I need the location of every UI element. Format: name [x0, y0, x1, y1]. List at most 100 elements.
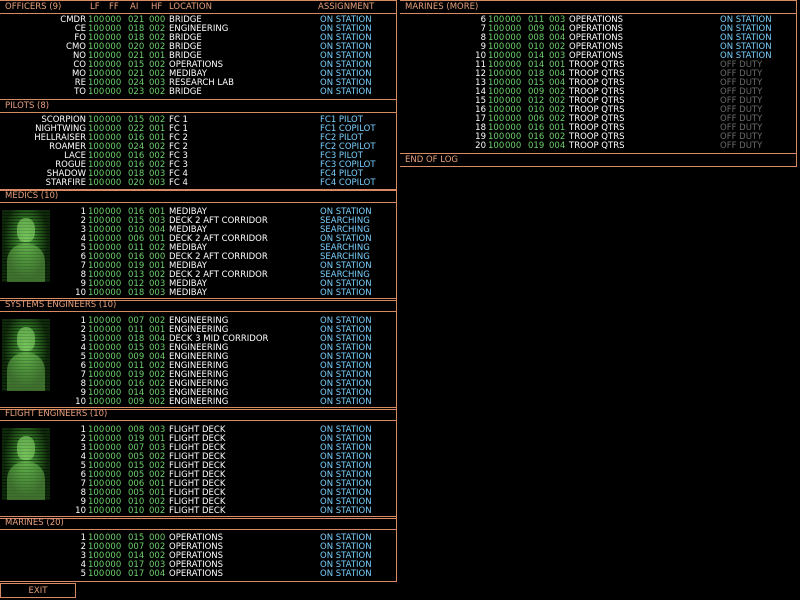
- crew-row[interactable]: HELLRAISER 100 000 016 001 FC 2 FC2 PILOT: [0, 134, 396, 143]
- crew-row[interactable]: FO 100 000 018 002 BRIDGE ON STATION: [0, 34, 396, 43]
- crew-row[interactable]: 10 100 000 009 002 ENGINEERING ON STATION: [0, 398, 396, 407]
- crew-row[interactable]: 10 100 000 018 003 MEDIBAY ON STATION: [0, 289, 396, 298]
- crew-row[interactable]: 17 100 000 006 002 TROOP QTRS OFF DUTY: [400, 115, 796, 124]
- crew-row[interactable]: 4 100 000 006 001 DECK 2 AFT CORRIDOR ON STATI…: [0, 235, 396, 244]
- crew-row[interactable]: 13 100 000 015 004 TROOP QTRS OFF DUTY: [400, 79, 796, 88]
- crew-assignment: ON STATION: [320, 434, 372, 444]
- crew-row[interactable]: 2 100 000 011 001 ENGINEERING ON STATION: [0, 326, 396, 335]
- crew-row[interactable]: 12 100 000 018 004 TROOP QTRS OFF DUTY: [400, 70, 796, 79]
- crew-row[interactable]: 16 100 000 010 002 TROOP QTRS OFF DUTY: [400, 106, 796, 115]
- section-officers: OFFICERS (9) LF FF AI HF LOCATION ASSIGNMENT CM…: [0, 0, 397, 100]
- crew-row[interactable]: 7 100 000 019 002 ENGINEERING ON STATION: [0, 371, 396, 380]
- crew-row[interactable]: 3 100 000 007 003 FLIGHT DECK ON STATION: [0, 444, 396, 453]
- stat-ai: 019: [528, 141, 545, 151]
- stat-ff: 000: [105, 370, 122, 380]
- crew-row[interactable]: 5 100 000 011 002 MEDIBAY SEARCHING: [0, 244, 396, 253]
- crew-row[interactable]: 8 100 000 005 001 FLIGHT DECK ON STATION: [0, 489, 396, 498]
- crew-location: FLIGHT DECK: [169, 425, 226, 435]
- crew-row[interactable]: LACE 100 000 016 002 FC 3 FC3 PILOT: [0, 152, 396, 161]
- crew-row[interactable]: 11 100 000 014 001 TROOP QTRS OFF DUTY: [400, 61, 796, 70]
- crew-row[interactable]: CMO 100 000 020 002 BRIDGE ON STATION: [0, 43, 396, 52]
- crew-row[interactable]: 9 100 000 010 002 OPERATIONS ON STATION: [400, 43, 796, 52]
- stat-hf: 004: [549, 69, 566, 79]
- crew-row[interactable]: 1 100 000 008 003 FLIGHT DECK ON STATION: [0, 426, 396, 435]
- stat-lf: 100: [88, 151, 105, 161]
- crew-row[interactable]: NIGHTWING 100 000 022 001 FC 1 FC1 COPILOT: [0, 125, 396, 134]
- crew-row[interactable]: 5 100 000 015 002 FLIGHT DECK ON STATION: [0, 462, 396, 471]
- crew-row[interactable]: SCORPION 100 000 015 002 FC 1 FC1 PILOT: [0, 116, 396, 125]
- crew-assignment: ON STATION: [320, 343, 372, 353]
- crew-row[interactable]: ROAMER 100 000 024 002 FC 2 FC2 COPILOT: [0, 143, 396, 152]
- crew-row[interactable]: 9 100 000 010 002 FLIGHT DECK ON STATION: [0, 498, 396, 507]
- stat-hf: 002: [549, 132, 566, 142]
- crew-row[interactable]: 6 100 000 016 000 DECK 2 AFT CORRIDOR SEARCHIN…: [0, 253, 396, 262]
- crew-row[interactable]: 8 100 000 008 004 OPERATIONS ON STATION: [400, 34, 796, 43]
- crew-row[interactable]: SHADOW 100 000 018 003 FC 4 FC4 PILOT: [0, 170, 396, 179]
- stat-ai: 019: [128, 434, 145, 444]
- crew-row[interactable]: NO 100 000 021 001 BRIDGE ON STATION: [0, 52, 396, 61]
- stat-ai: 018: [128, 169, 145, 179]
- crew-row[interactable]: 6 100 000 005 002 FLIGHT DECK ON STATION: [0, 471, 396, 480]
- crew-row[interactable]: 1 100 000 015 000 OPERATIONS ON STATION: [0, 534, 396, 543]
- crew-row[interactable]: 9 100 000 012 003 MEDIBAY ON STATION: [0, 280, 396, 289]
- crew-row[interactable]: 8 100 000 016 002 ENGINEERING ON STATION: [0, 380, 396, 389]
- exit-button[interactable]: EXIT: [0, 583, 76, 598]
- crew-row[interactable]: 10 100 000 010 002 FLIGHT DECK ON STATION: [0, 507, 396, 516]
- crew-row[interactable]: CO 100 000 015 002 OPERATIONS ON STATION: [0, 61, 396, 70]
- crew-row[interactable]: 8 100 000 013 002 DECK 2 AFT CORRIDOR SEARCHIN…: [0, 271, 396, 280]
- stat-hf: 004: [549, 141, 566, 151]
- crew-assignment: OFF DUTY: [720, 96, 763, 106]
- stat-hf: 001: [149, 488, 166, 498]
- crew-row[interactable]: 2 100 000 015 003 DECK 2 AFT CORRIDOR SEARCHIN…: [0, 217, 396, 226]
- crew-row[interactable]: RE 100 000 024 003 RESEARCH LAB ON STATION: [0, 79, 396, 88]
- stat-ai: 005: [128, 488, 145, 498]
- crew-row[interactable]: 1 100 000 007 002 ENGINEERING ON STATION: [0, 317, 396, 326]
- crew-row[interactable]: 15 100 000 012 002 TROOP QTRS OFF DUTY: [400, 97, 796, 106]
- section-title: MARINES (MORE): [405, 2, 479, 12]
- crew-row[interactable]: 6 100 000 011 003 OPERATIONS ON STATION: [400, 16, 796, 25]
- crew-row[interactable]: 7 100 000 006 001 FLIGHT DECK ON STATION: [0, 480, 396, 489]
- stat-hf: 002: [149, 33, 166, 43]
- crew-row[interactable]: 3 100 000 014 002 OPERATIONS ON STATION: [0, 552, 396, 561]
- crew-row[interactable]: 3 100 000 018 004 DECK 3 MID CORRIDOR ON STATI…: [0, 335, 396, 344]
- portrait-head: [17, 327, 35, 351]
- crew-name: 4: [80, 560, 86, 570]
- crew-row[interactable]: 5 100 000 009 004 ENGINEERING ON STATION: [0, 353, 396, 362]
- crew-assignment: ON STATION: [720, 51, 772, 61]
- portrait-body: [7, 353, 45, 391]
- crew-location: BRIDGE: [169, 33, 202, 43]
- crew-row[interactable]: 4 100 000 017 003 OPERATIONS ON STATION: [0, 561, 396, 570]
- crew-row[interactable]: 4 100 000 015 003 ENGINEERING ON STATION: [0, 344, 396, 353]
- crew-row[interactable]: 7 100 000 019 001 MEDIBAY ON STATION: [0, 262, 396, 271]
- stat-lf: 100: [88, 142, 105, 152]
- crew-row[interactable]: 3 100 000 010 004 MEDIBAY SEARCHING: [0, 226, 396, 235]
- crew-row[interactable]: 1 100 000 016 001 MEDIBAY ON STATION: [0, 208, 396, 217]
- crew-location: OPERATIONS: [169, 533, 224, 543]
- column-header-lf: LF: [90, 2, 100, 12]
- crew-row[interactable]: 9 100 000 014 003 ENGINEERING ON STATION: [0, 389, 396, 398]
- stat-ff: 000: [105, 178, 122, 188]
- crew-row[interactable]: 18 100 000 016 001 TROOP QTRS OFF DUTY: [400, 124, 796, 133]
- crew-row[interactable]: 5 100 000 017 004 OPERATIONS ON STATION: [0, 570, 396, 579]
- crew-row[interactable]: CE 100 000 018 002 ENGINEERING ON STATION: [0, 25, 396, 34]
- crew-row[interactable]: MO 100 000 021 002 MEDIBAY ON STATION: [0, 70, 396, 79]
- crew-row[interactable]: 7 100 000 009 004 OPERATIONS ON STATION: [400, 25, 796, 34]
- stat-ai: 012: [128, 279, 145, 289]
- stat-lf: 100: [488, 33, 505, 43]
- crew-row[interactable]: 10 100 000 014 003 OPERATIONS ON STATION: [400, 52, 796, 61]
- crew-row[interactable]: 2 100 000 019 001 FLIGHT DECK ON STATION: [0, 435, 396, 444]
- crew-row[interactable]: ROGUE 100 000 016 002 FC 3 FC3 COPILOT: [0, 161, 396, 170]
- crew-row[interactable]: 20 100 000 019 004 TROOP QTRS OFF DUTY: [400, 142, 796, 151]
- crew-row[interactable]: 14 100 000 009 002 TROOP QTRS OFF DUTY: [400, 88, 796, 97]
- crew-row[interactable]: CMDR 100 000 021 000 BRIDGE ON STATION: [0, 16, 396, 25]
- crew-row[interactable]: 19 100 000 016 002 TROOP QTRS OFF DUTY: [400, 133, 796, 142]
- crew-row[interactable]: 6 100 000 011 002 ENGINEERING ON STATION: [0, 362, 396, 371]
- crew-row[interactable]: STARFIRE 100 000 020 003 FC 4 FC4 COPILOT: [0, 179, 396, 188]
- crew-name: 14: [475, 87, 486, 97]
- crew-name: 4: [80, 343, 86, 353]
- stat-ai: 016: [528, 132, 545, 142]
- crew-row[interactable]: TO 100 000 023 002 BRIDGE ON STATION: [0, 88, 396, 97]
- crew-row[interactable]: 4 100 000 005 002 FLIGHT DECK ON STATION: [0, 453, 396, 462]
- crew-row[interactable]: 2 100 000 007 002 OPERATIONS ON STATION: [0, 543, 396, 552]
- crew-assignment: SEARCHING: [320, 252, 370, 262]
